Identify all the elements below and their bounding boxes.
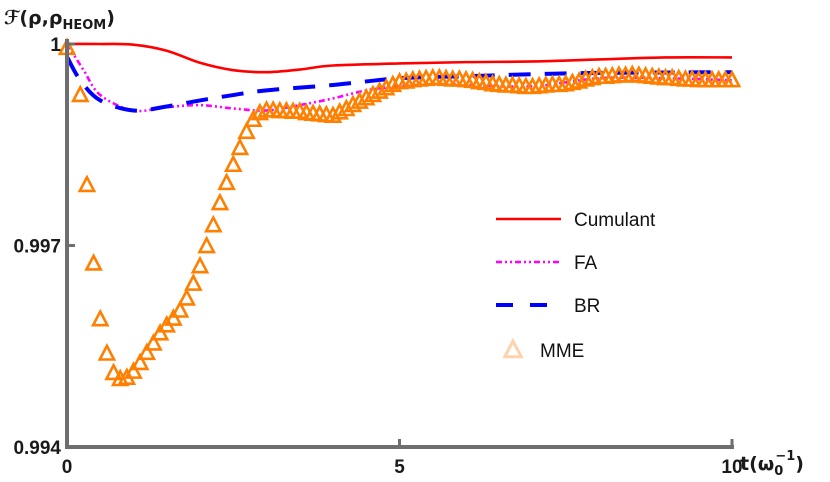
mme-marker — [722, 69, 742, 88]
legend-label: MME — [540, 341, 584, 362]
mme-marker — [337, 98, 356, 117]
mme-marker — [217, 172, 236, 191]
x-tick-label: 5 — [394, 457, 405, 478]
mme-marker — [177, 287, 196, 306]
y-tick-label: 0.994 — [13, 438, 61, 459]
mme-marker — [323, 105, 343, 124]
y-tick-label: 0.997 — [13, 237, 61, 258]
mme-marker — [230, 137, 250, 156]
mme-marker — [237, 121, 256, 140]
mme-marker — [104, 362, 123, 381]
mme-marker — [376, 77, 396, 96]
legend: Cumulant FA BR MME — [496, 210, 656, 362]
mme-marker — [569, 71, 589, 89]
mme-marker — [97, 343, 117, 361]
mme-marker — [356, 87, 376, 106]
br-line — [65, 55, 733, 113]
mme-marker — [184, 273, 203, 291]
legend-mme-symbol — [502, 337, 524, 359]
mme-marker — [363, 84, 383, 103]
mme-marker — [90, 308, 110, 327]
legend-label: FA — [574, 253, 598, 274]
mme-marker — [343, 94, 363, 113]
mme-marker — [210, 192, 230, 211]
y-axis-label: ℱ(ρ,ρHEOM) — [4, 7, 115, 33]
x-axis-label: t(ω0−1) — [740, 449, 804, 479]
mme-marker — [204, 214, 223, 233]
mme-marker — [124, 361, 143, 379]
mme-marker — [223, 154, 243, 173]
legend-label: BR — [574, 296, 600, 317]
x-tick-label: 0 — [62, 457, 73, 478]
mme-marker — [71, 84, 90, 103]
mme-marker — [190, 255, 210, 274]
y-tick-label: 1 — [50, 35, 61, 56]
mme-marker — [250, 102, 270, 121]
legend-label: Cumulant — [574, 210, 656, 231]
mme-marker — [197, 235, 216, 254]
x-tick-label: 10 — [721, 457, 742, 478]
mme-marker — [144, 332, 163, 351]
mme-marker — [383, 74, 403, 93]
mme-marker — [330, 101, 349, 120]
mme-marker — [137, 342, 157, 361]
mme-marker — [77, 174, 97, 193]
fa-line — [65, 43, 733, 113]
mme-marker — [130, 352, 150, 371]
mme-marker — [84, 253, 103, 271]
mme-marker — [170, 300, 190, 318]
mme-marker — [370, 81, 389, 99]
cumulant-line — [66, 42, 733, 74]
mme-marker — [350, 91, 369, 109]
